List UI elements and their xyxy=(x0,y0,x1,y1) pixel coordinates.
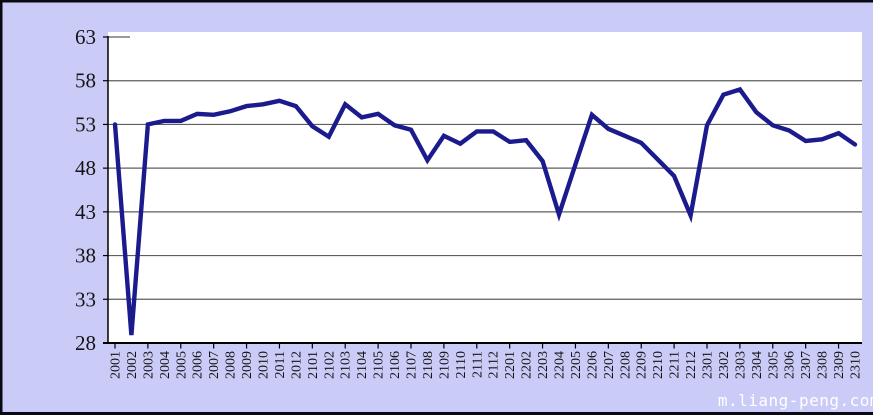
x-tick-label-2302: 2302 xyxy=(717,351,732,379)
x-tick-label-2002: 2002 xyxy=(125,351,140,379)
plot-area xyxy=(108,32,862,343)
x-tick-label-2010: 2010 xyxy=(257,351,272,379)
x-tick-label-2208: 2208 xyxy=(618,351,633,379)
x-tick-label-2305: 2305 xyxy=(766,351,781,379)
y-tick-label-63: 63 xyxy=(75,25,96,49)
x-tick-label-2304: 2304 xyxy=(750,351,765,379)
x-tick-label-2008: 2008 xyxy=(224,351,239,379)
x-tick-label-2209: 2209 xyxy=(635,351,650,379)
frame-bottom xyxy=(0,412,873,415)
y-tick-label-33: 33 xyxy=(75,287,96,311)
y-tick-label-58: 58 xyxy=(75,69,96,93)
x-tick-label-2004: 2004 xyxy=(158,351,173,379)
x-tick-label-2212: 2212 xyxy=(684,351,699,379)
x-tick-label-2206: 2206 xyxy=(585,351,600,379)
frame-left xyxy=(0,0,3,415)
x-tick-label-2005: 2005 xyxy=(174,351,189,379)
x-tick-label-2007: 2007 xyxy=(207,351,222,379)
x-tick-label-2211: 2211 xyxy=(668,351,683,378)
x-tick-label-2012: 2012 xyxy=(289,351,304,379)
x-tick-label-2006: 2006 xyxy=(191,351,206,379)
x-tick-label-2201: 2201 xyxy=(503,351,518,379)
x-tick-label-2003: 2003 xyxy=(141,351,156,379)
x-tick-label-2108: 2108 xyxy=(421,351,436,379)
data-series-line xyxy=(112,86,858,336)
x-tick-label-2310: 2310 xyxy=(849,351,864,379)
x-tick-label-2307: 2307 xyxy=(799,351,814,379)
x-tick-label-2205: 2205 xyxy=(569,351,584,379)
x-tick-label-2207: 2207 xyxy=(602,351,617,379)
x-tick-label-2309: 2309 xyxy=(832,351,847,379)
x-tick-label-2306: 2306 xyxy=(783,351,798,379)
x-tick-label-2203: 2203 xyxy=(536,351,551,379)
x-tick-label-2109: 2109 xyxy=(437,351,452,379)
x-tick-label-2103: 2103 xyxy=(339,351,354,379)
x-tick-label-2308: 2308 xyxy=(816,351,831,379)
frame-top xyxy=(0,0,873,3)
x-tick-label-2112: 2112 xyxy=(487,351,502,378)
x-tick-label-2102: 2102 xyxy=(322,351,337,379)
x-tick-label-2202: 2202 xyxy=(520,351,535,379)
x-tick-label-2106: 2106 xyxy=(388,351,403,379)
x-tick-label-2104: 2104 xyxy=(355,351,370,379)
x-tick-label-2301: 2301 xyxy=(701,351,716,379)
x-tick-label-2204: 2204 xyxy=(553,351,568,379)
x-tick-label-2009: 2009 xyxy=(240,351,255,379)
x-tick-label-2107: 2107 xyxy=(405,351,420,379)
x-tick-label-2210: 2210 xyxy=(651,351,666,379)
y-tick-label-53: 53 xyxy=(75,112,96,136)
x-tick-label-2001: 2001 xyxy=(109,351,124,379)
x-tick-label-2111: 2111 xyxy=(470,351,485,378)
y-tick-label-43: 43 xyxy=(75,200,96,224)
x-tick-label-2011: 2011 xyxy=(273,351,288,378)
x-tick-label-2105: 2105 xyxy=(372,351,387,379)
y-tick-label-48: 48 xyxy=(75,156,96,180)
x-tick-label-2101: 2101 xyxy=(306,351,321,379)
x-tick-label-2110: 2110 xyxy=(454,351,469,378)
x-tick-label-2303: 2303 xyxy=(733,351,748,379)
watermark-text: m.liang-peng.com xyxy=(717,391,873,410)
y-tick-label-38: 38 xyxy=(75,244,96,268)
y-tick-label-28: 28 xyxy=(75,331,96,355)
